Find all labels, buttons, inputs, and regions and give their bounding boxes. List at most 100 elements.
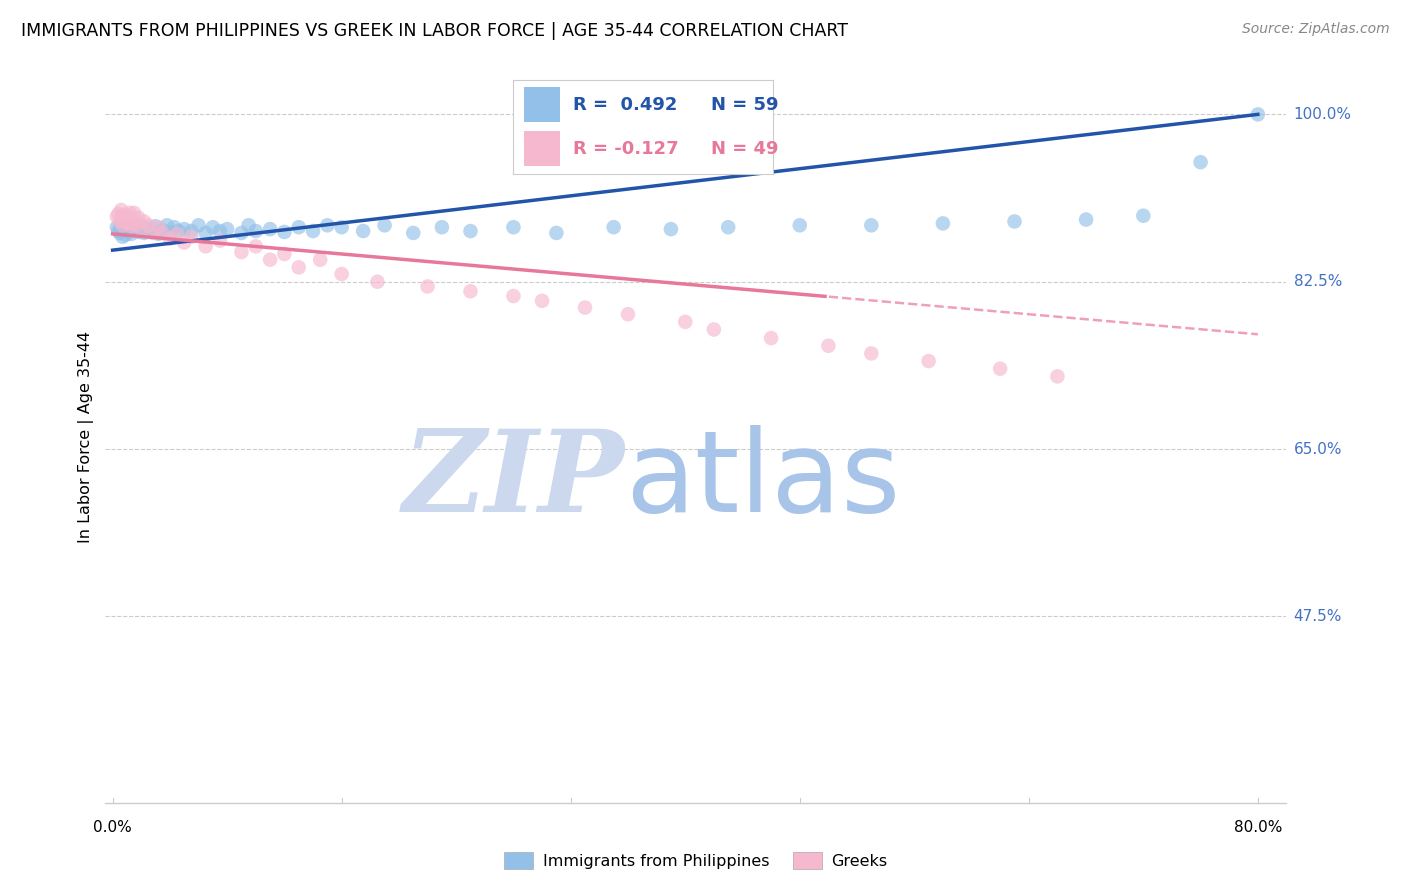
Point [789, 219, 811, 233]
Text: IMMIGRANTS FROM PHILIPPINES VS GREEK IN LABOR FORCE | AGE 35-44 CORRELATION CHAR: IMMIGRANTS FROM PHILIPPINES VS GREEK IN … [21, 22, 848, 40]
Point [110, 219, 132, 233]
Point [107, 207, 129, 221]
Point [105, 210, 128, 224]
Point [117, 216, 139, 230]
Text: 100.0%: 100.0% [1294, 107, 1351, 122]
Text: Source: ZipAtlas.com: Source: ZipAtlas.com [1241, 22, 1389, 37]
Legend: Immigrants from Philippines, Greeks: Immigrants from Philippines, Greeks [498, 846, 894, 875]
Point [122, 219, 145, 234]
Point [366, 275, 388, 289]
Point [208, 224, 231, 238]
Point [115, 210, 138, 224]
Point [159, 232, 181, 246]
Point [1004, 214, 1026, 228]
Point [156, 219, 179, 233]
Text: 47.5%: 47.5% [1294, 609, 1341, 624]
Point [460, 224, 482, 238]
Point [105, 220, 128, 235]
Point [108, 214, 131, 228]
Point [217, 222, 239, 236]
Text: 0.0%: 0.0% [93, 820, 132, 835]
Text: N = 59: N = 59 [711, 95, 779, 113]
Point [245, 239, 267, 253]
Point [194, 239, 217, 253]
Point [108, 226, 131, 240]
Point [173, 222, 195, 236]
Point [118, 221, 141, 235]
Point [127, 211, 149, 225]
Point [129, 219, 152, 234]
Point [173, 235, 195, 250]
Point [127, 225, 149, 239]
Point [932, 216, 955, 230]
Text: atlas: atlas [626, 425, 900, 536]
Point [152, 223, 174, 237]
Point [145, 219, 167, 234]
Point [988, 361, 1011, 376]
FancyBboxPatch shape [523, 87, 560, 122]
Point [208, 234, 231, 248]
Point [316, 219, 339, 233]
Point [114, 227, 136, 242]
Point [1132, 209, 1154, 223]
Point [416, 279, 439, 293]
Point [302, 224, 325, 238]
Point [124, 219, 146, 233]
Point [374, 219, 396, 233]
Point [167, 224, 190, 238]
Point [180, 229, 202, 244]
Point [231, 226, 253, 240]
Point [148, 227, 170, 241]
Point [132, 226, 155, 240]
Point [112, 222, 135, 236]
Point [112, 208, 135, 222]
Text: 65.0%: 65.0% [1294, 442, 1343, 457]
Point [111, 229, 134, 244]
Point [1189, 155, 1212, 169]
Point [163, 220, 186, 235]
Point [259, 222, 281, 236]
Point [152, 226, 174, 240]
Point [107, 224, 129, 238]
Point [430, 220, 453, 235]
Point [287, 260, 309, 275]
Point [138, 221, 160, 235]
Point [1074, 212, 1097, 227]
Point [1247, 107, 1270, 121]
Point [673, 315, 696, 329]
Text: N = 49: N = 49 [711, 140, 779, 158]
Point [617, 307, 640, 321]
Point [759, 331, 782, 345]
Point [273, 225, 295, 239]
Point [132, 214, 155, 228]
Text: ZIP: ZIP [404, 425, 626, 536]
Point [860, 219, 883, 233]
Point [129, 222, 152, 236]
Point [120, 219, 142, 234]
Point [1046, 369, 1069, 384]
Point [659, 222, 682, 236]
Point [166, 227, 188, 241]
Text: R =  0.492: R = 0.492 [574, 95, 678, 113]
Point [187, 219, 209, 233]
Point [142, 225, 165, 239]
Point [238, 219, 260, 233]
Point [460, 285, 482, 299]
Point [860, 346, 883, 360]
Point [330, 267, 353, 281]
Point [110, 202, 132, 217]
Point [180, 224, 202, 238]
Point [118, 206, 141, 220]
Point [531, 293, 554, 308]
Point [121, 211, 143, 226]
Point [120, 227, 142, 241]
Point [917, 354, 939, 368]
Point [287, 220, 309, 235]
Point [574, 301, 596, 315]
Text: R = -0.127: R = -0.127 [574, 140, 679, 158]
Point [352, 224, 374, 238]
Point [245, 224, 267, 238]
Point [309, 252, 332, 267]
Point [115, 219, 138, 234]
Point [194, 226, 217, 240]
